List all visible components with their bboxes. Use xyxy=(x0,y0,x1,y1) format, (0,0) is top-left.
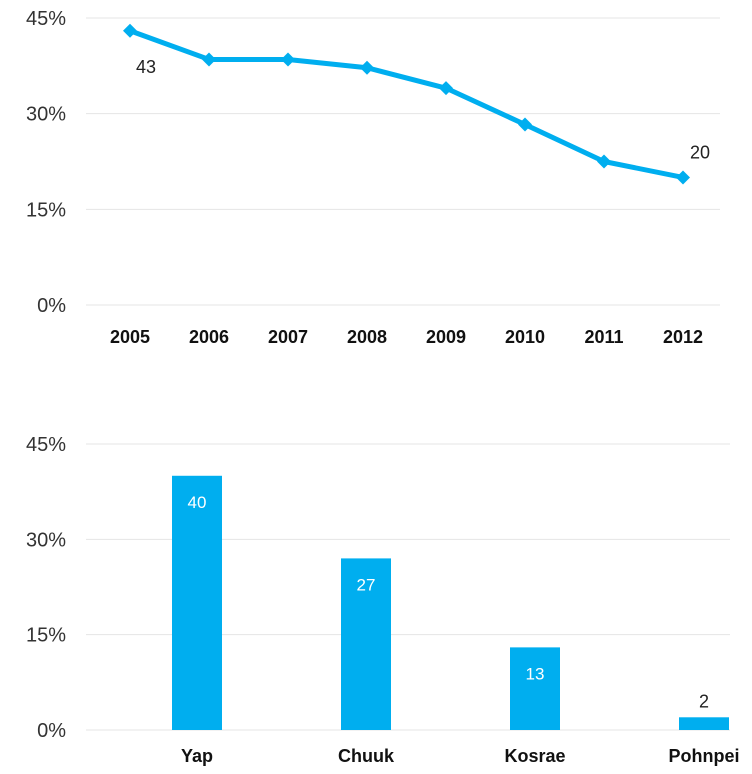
line-y-tick-label: 45% xyxy=(26,8,66,30)
bar-data-label: 27 xyxy=(357,575,376,594)
line-x-tick-label: 2005 xyxy=(110,327,150,347)
bar-data-label: 13 xyxy=(526,664,545,683)
line-point xyxy=(439,81,453,96)
bar-y-tick-label: 15% xyxy=(26,625,66,647)
line-point xyxy=(518,117,532,132)
line-x-tick-label: 2011 xyxy=(584,327,623,347)
line-point xyxy=(202,52,216,67)
bar-x-tick-label: Kosrae xyxy=(504,746,565,766)
line-point xyxy=(676,170,690,185)
bar xyxy=(341,558,391,730)
line-x-tick-label: 2010 xyxy=(505,327,545,347)
bar-x-tick-label: Chuuk xyxy=(338,746,395,766)
bar-x-tick-label: Pohnpei xyxy=(669,746,740,766)
line-x-tick-label: 2008 xyxy=(347,327,387,347)
bar-x-tick-label: Yap xyxy=(181,746,213,766)
line-x-tick-label: 2009 xyxy=(426,327,466,347)
line-y-tick-label: 30% xyxy=(26,104,66,126)
line-data-label: 20 xyxy=(690,142,710,162)
bar-y-tick-label: 0% xyxy=(37,720,66,742)
bar xyxy=(172,475,222,730)
line-data-label: 43 xyxy=(136,57,156,77)
line-y-tick-label: 15% xyxy=(26,199,66,221)
line-point xyxy=(360,60,374,75)
line-y-tick-label: 0% xyxy=(37,295,66,317)
bar xyxy=(679,717,729,730)
line-point xyxy=(281,52,295,67)
line-x-tick-label: 2012 xyxy=(663,327,703,347)
bar-y-tick-label: 30% xyxy=(26,529,66,551)
line-x-tick-label: 2007 xyxy=(268,327,308,347)
line-series xyxy=(127,28,686,180)
bar-data-label: 40 xyxy=(188,493,207,512)
line-point xyxy=(123,23,137,38)
bar xyxy=(510,647,560,730)
bar-data-label: 2 xyxy=(699,691,709,711)
line-point xyxy=(597,154,611,169)
bar-y-tick-label: 45% xyxy=(26,434,66,456)
line-x-tick-label: 2006 xyxy=(189,327,229,347)
